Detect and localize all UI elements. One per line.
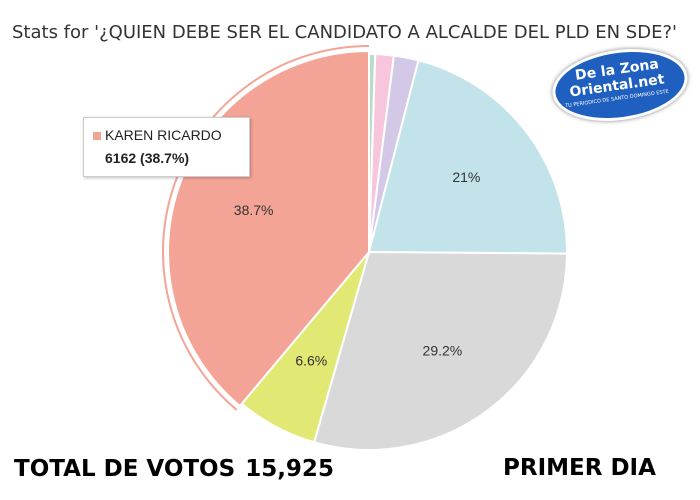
site-logo: De la Zona Oriental.net TU PERIODICO DE …	[547, 40, 693, 130]
pie-slice-4[interactable]	[367, 59, 568, 255]
chart-tooltip: KAREN RICARDO 6162 (38.7%)	[83, 117, 250, 177]
pie-slice-label: 6.6%	[295, 352, 327, 368]
pie-slice-label: 21%	[452, 169, 480, 185]
total-votes: TOTAL DE VOTOS 15,925	[14, 456, 334, 482]
pie-slice-label: 38.7%	[234, 202, 274, 218]
tooltip-name: KAREN RICARDO	[105, 127, 222, 143]
chart-title: Stats for '¿QUIEN DEBE SER EL CANDIDATO …	[12, 22, 677, 43]
pie-slice-highlight	[162, 45, 370, 411]
tooltip-value: 6162 (38.7%)	[105, 150, 190, 166]
day-label: PRIMER DIA	[503, 455, 656, 481]
total-votes-label: TOTAL DE VOTOS	[14, 456, 236, 482]
tooltip-swatch	[93, 132, 101, 140]
total-votes-value: 15,925	[245, 456, 334, 482]
pie-slice-label: 29.2%	[423, 342, 463, 358]
pie-slice-5[interactable]	[312, 250, 569, 451]
